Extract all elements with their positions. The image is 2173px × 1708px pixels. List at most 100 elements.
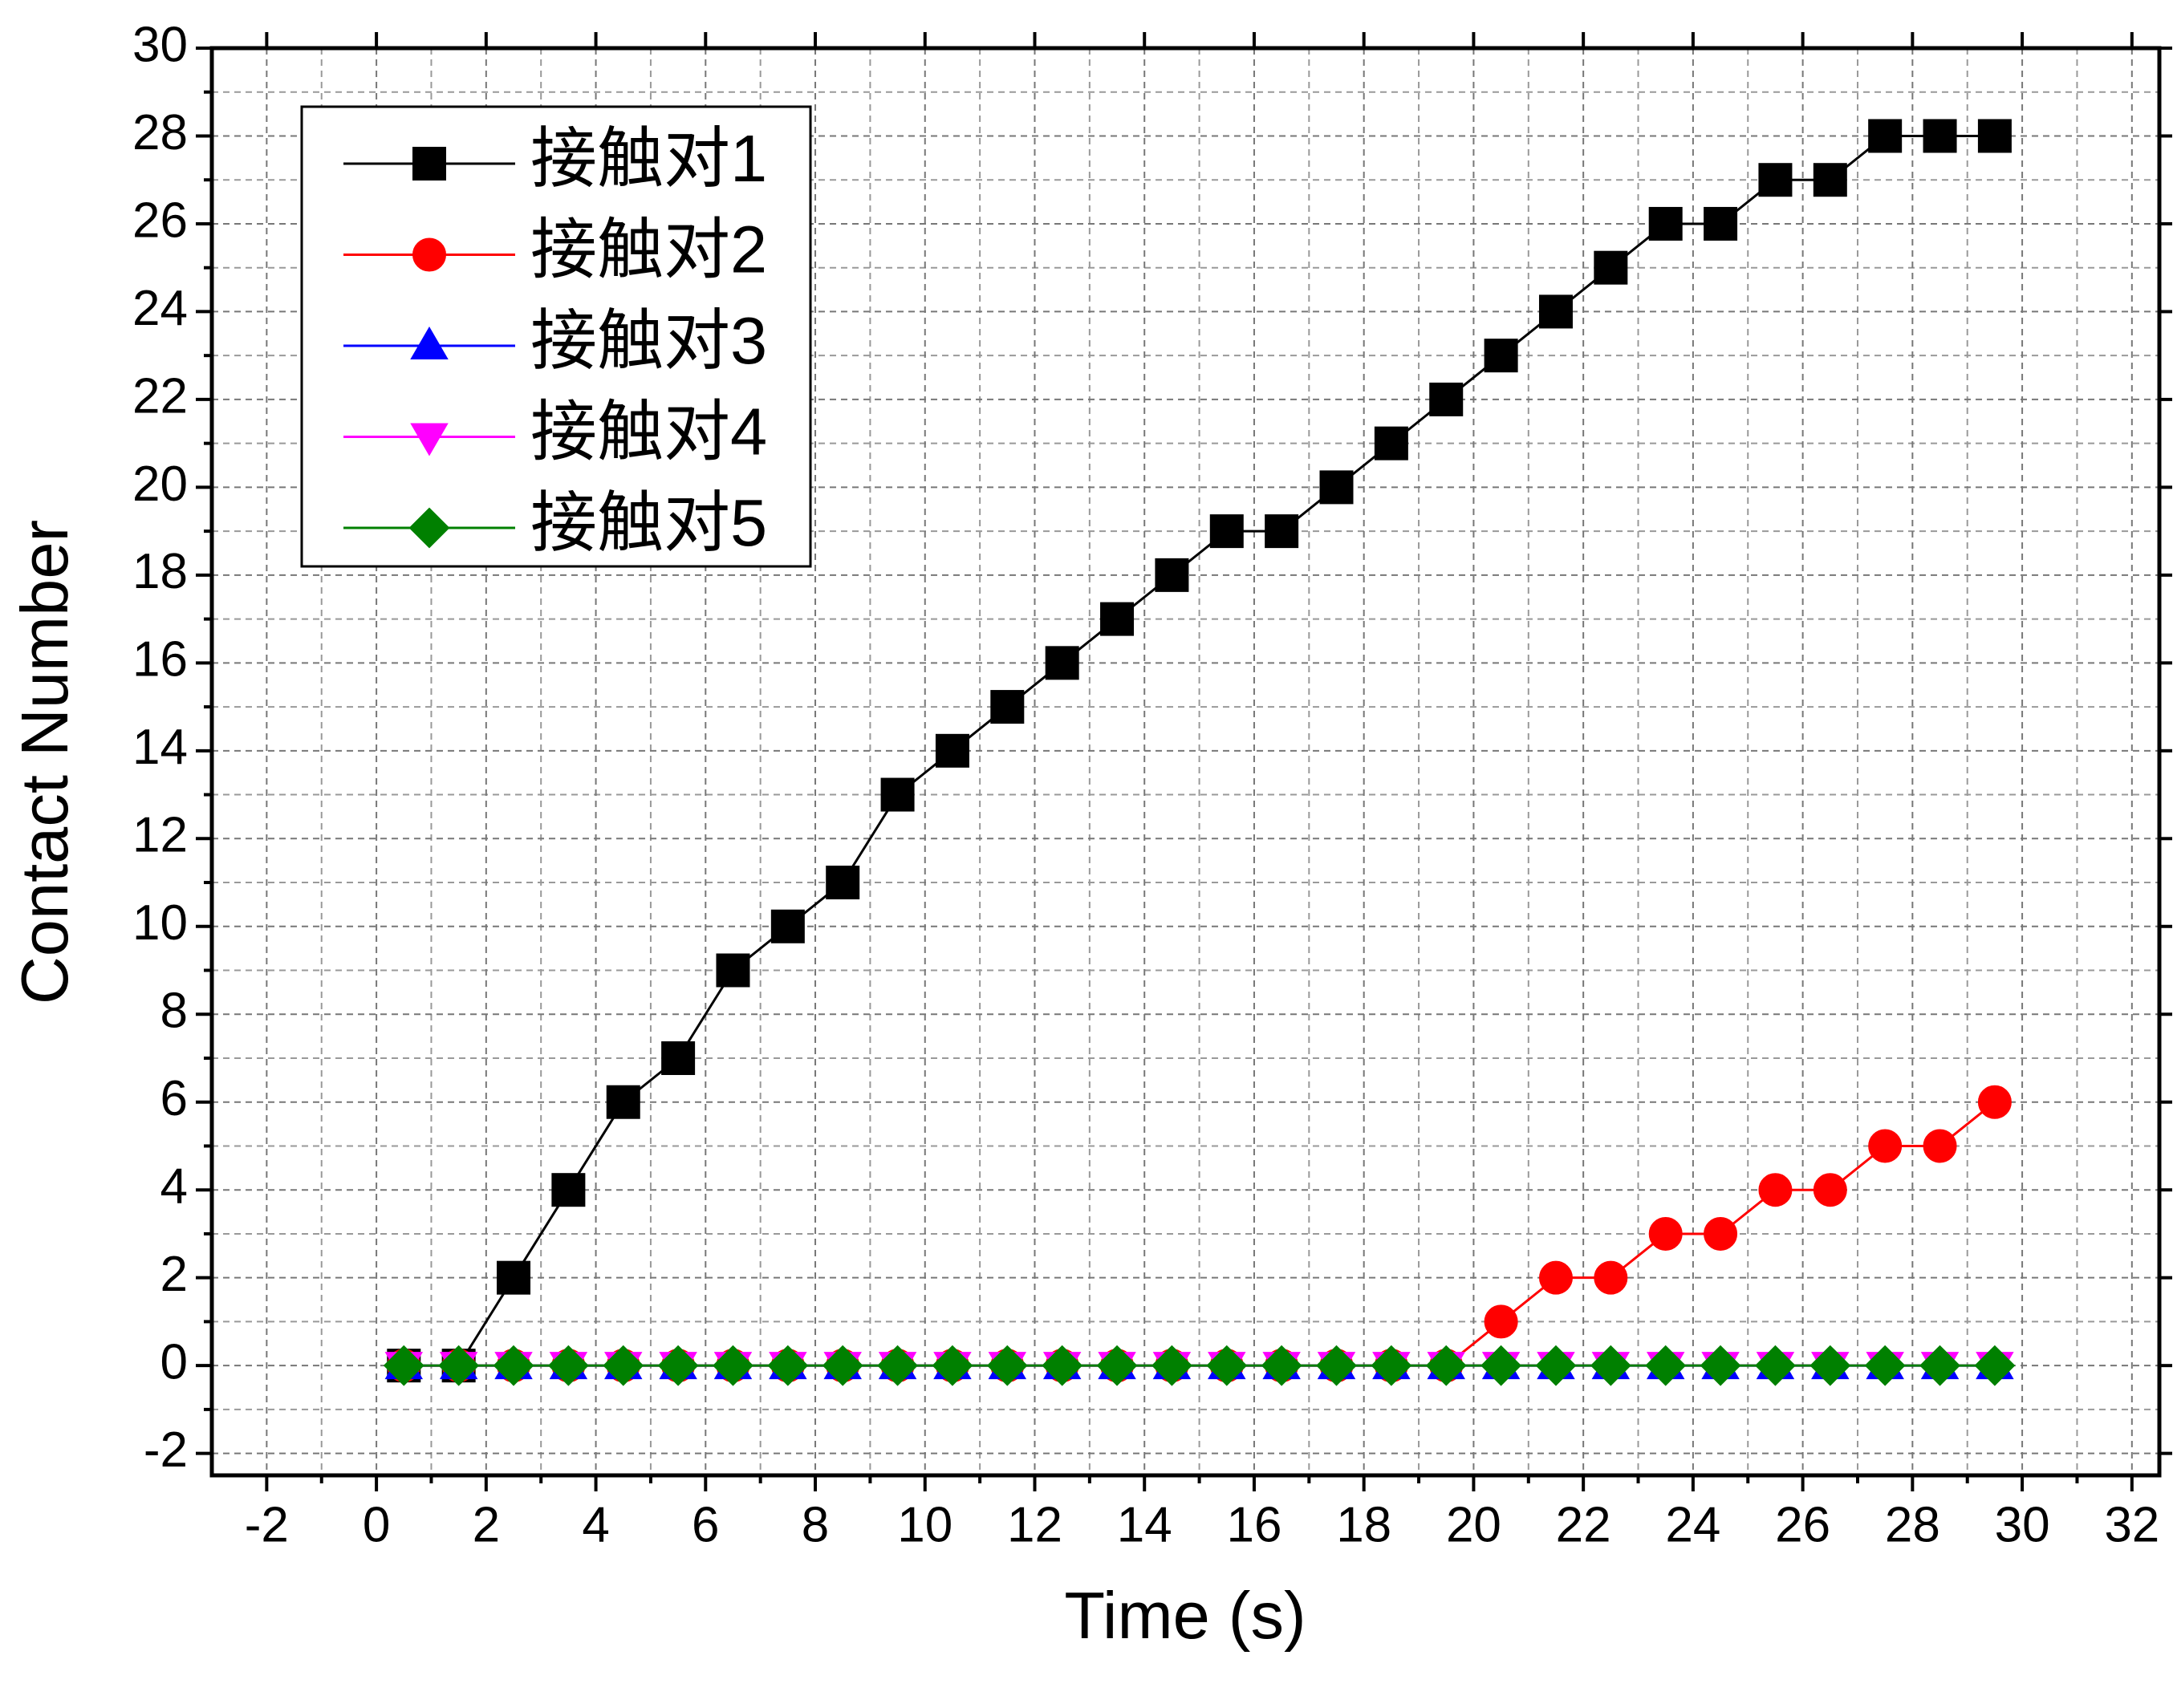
- marker: [1319, 470, 1354, 505]
- marker: [1594, 250, 1628, 285]
- marker: [1923, 1129, 1957, 1163]
- x-axis-label: Time (s): [1064, 1578, 1306, 1653]
- marker: [438, 1345, 480, 1386]
- marker: [1316, 1345, 1357, 1386]
- marker: [880, 777, 915, 812]
- marker: [410, 423, 449, 456]
- marker: [1374, 426, 1408, 460]
- plot-frame: [209, 46, 2162, 1478]
- marker: [551, 1173, 586, 1207]
- marker: [1590, 1345, 1631, 1386]
- marker: [661, 1041, 696, 1075]
- y-tick-label: 26: [132, 193, 188, 248]
- x-tick-label: 8: [802, 1497, 829, 1552]
- marker: [1429, 382, 1464, 416]
- y-tick-label: 6: [160, 1071, 188, 1126]
- marker: [767, 1345, 809, 1386]
- marker: [603, 1345, 644, 1386]
- x-tick-label: 2: [473, 1497, 500, 1552]
- marker: [1261, 1345, 1302, 1386]
- marker: [1206, 1345, 1248, 1386]
- marker: [1704, 1216, 1738, 1251]
- marker: [1151, 1345, 1192, 1386]
- x-tick-label: 6: [692, 1497, 719, 1552]
- marker: [1813, 163, 1847, 197]
- x-tick-label: 22: [1556, 1497, 1611, 1552]
- marker: [1484, 1304, 1518, 1339]
- y-tick-label: 20: [132, 456, 188, 512]
- y-tick-label: 18: [132, 544, 188, 599]
- marker: [1100, 602, 1135, 636]
- marker: [713, 1345, 753, 1386]
- y-tick-label: 12: [132, 808, 188, 863]
- marker: [1868, 119, 1903, 153]
- marker: [877, 1345, 918, 1386]
- marker: [1371, 1345, 1412, 1386]
- legend-box: [300, 105, 812, 568]
- marker: [1758, 163, 1793, 197]
- marker: [1042, 1345, 1083, 1386]
- marker: [1155, 558, 1189, 592]
- marker: [1265, 514, 1299, 549]
- marker: [1648, 206, 1683, 241]
- y-tick-label: 8: [160, 984, 188, 1039]
- marker: [1700, 1345, 1741, 1386]
- marker: [826, 866, 860, 900]
- legend: 接触对1 接触对2 接触对3 接触对4 接触对5: [300, 105, 812, 568]
- marker: [657, 1345, 699, 1386]
- marker: [1813, 1173, 1847, 1207]
- marker: [990, 690, 1025, 724]
- x-tick-label: 20: [1446, 1497, 1501, 1552]
- x-tick-label: 14: [1117, 1497, 1172, 1552]
- y-tick-label: 28: [132, 105, 188, 160]
- marker: [1868, 1129, 1903, 1163]
- marker: [497, 1260, 531, 1295]
- x-tick-label: 12: [1007, 1497, 1062, 1552]
- x-tick-label: 0: [363, 1497, 390, 1552]
- marker: [1538, 294, 1573, 329]
- legend-label: 接触对1: [530, 121, 767, 196]
- y-axis-label: Contact Number: [7, 520, 82, 1004]
- marker: [935, 733, 969, 768]
- marker: [1209, 514, 1244, 549]
- marker: [1977, 1085, 2012, 1119]
- x-tick-label: -2: [245, 1497, 289, 1552]
- marker: [412, 237, 446, 272]
- legend-label: 接触对2: [530, 212, 767, 286]
- x-tick-label: 32: [2104, 1497, 2159, 1552]
- marker: [932, 1345, 973, 1386]
- marker: [1645, 1345, 1687, 1386]
- x-tick-label: 16: [1226, 1497, 1281, 1552]
- marker: [822, 1345, 863, 1386]
- marker: [1538, 1260, 1573, 1295]
- y-tick-label: 16: [132, 632, 188, 688]
- y-tick-label: 24: [132, 281, 188, 336]
- marker: [1864, 1345, 1906, 1386]
- marker: [410, 327, 449, 359]
- marker: [1758, 1173, 1793, 1207]
- y-tick-label: 10: [132, 895, 188, 951]
- marker: [606, 1085, 640, 1119]
- x-tick-label: 18: [1336, 1497, 1391, 1552]
- x-tick-label: 30: [1995, 1497, 2050, 1552]
- y-tick-label: 2: [160, 1247, 188, 1302]
- x-tick-label: 10: [897, 1497, 952, 1552]
- x-tick-label: 28: [1885, 1497, 1940, 1552]
- marker: [1923, 119, 1957, 153]
- marker: [1425, 1345, 1467, 1386]
- x-tick-label: 4: [582, 1497, 609, 1552]
- marker: [1480, 1345, 1522, 1386]
- legend-label: 接触对5: [530, 485, 767, 560]
- legend-label: 接触对3: [530, 303, 767, 378]
- marker: [1484, 339, 1518, 373]
- marker: [1535, 1345, 1577, 1386]
- marker: [716, 953, 750, 988]
- y-tick-label: -2: [144, 1422, 188, 1478]
- marker: [986, 1345, 1028, 1386]
- marker: [1045, 646, 1079, 680]
- marker: [1594, 1260, 1628, 1295]
- y-tick-label: 14: [132, 720, 188, 775]
- marker: [547, 1345, 589, 1386]
- marker: [493, 1345, 534, 1386]
